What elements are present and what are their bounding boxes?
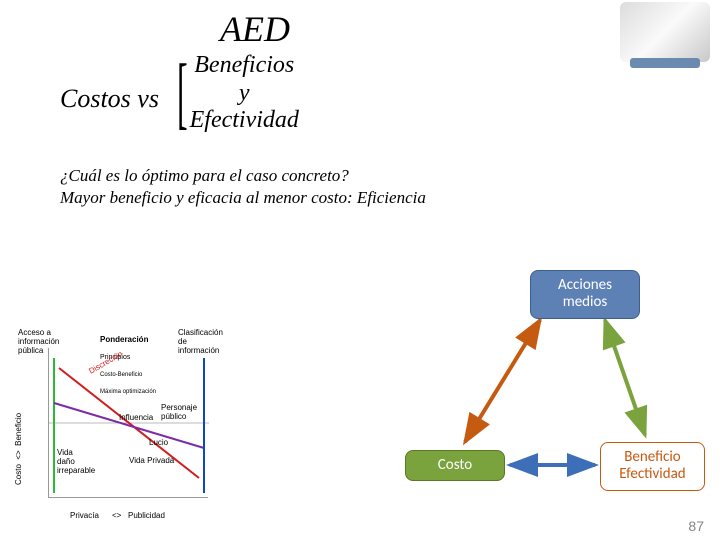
chart-lbl-vida: Vida daño irreparable bbox=[57, 448, 95, 475]
question-line-2: Mayor beneficio y eficacia al menor cost… bbox=[60, 187, 426, 209]
cycle-right-label: Beneficio Efectividad bbox=[619, 448, 685, 483]
x-axis-publicidad: Publicidad bbox=[128, 511, 165, 520]
chart-title-mid-1: Ponderación bbox=[100, 335, 148, 344]
efectividad-label: Efectividad bbox=[190, 107, 299, 135]
cycle-top-label: Acciones medios bbox=[558, 276, 612, 311]
x-sep: <> bbox=[112, 511, 121, 520]
chart-lbl-vida-privada: Vida Privada bbox=[129, 456, 174, 465]
costos-vs-label: Costos vs bbox=[60, 84, 159, 114]
costos-row: Costos vs [ Beneficios y Efectividad bbox=[60, 52, 460, 135]
cycle-left-label: Costo bbox=[438, 456, 472, 474]
page-number: 87 bbox=[688, 518, 704, 534]
cycle-diagram: Acciones medios Costo Beneficio Efectivi… bbox=[300, 270, 700, 530]
bracket-icon: [ bbox=[177, 53, 188, 133]
chart-lbl-influencia: Influencia bbox=[119, 413, 153, 422]
title-block: AED Costos vs [ Beneficios y Efectividad bbox=[60, 8, 460, 135]
y-axis-costo: Costo <> Beneficio bbox=[14, 413, 23, 485]
beneficios-label: Beneficios bbox=[190, 52, 299, 80]
cycle-box-acciones: Acciones medios bbox=[530, 270, 640, 319]
cycle-box-beneficio: Beneficio Efectividad bbox=[600, 442, 705, 491]
y-label: y bbox=[190, 80, 299, 108]
cycle-arrows bbox=[300, 270, 700, 530]
question-lines: ¿Cuál es lo óptimo para el caso concreto… bbox=[60, 165, 426, 209]
cycle-box-costo: Costo bbox=[405, 450, 505, 481]
question-line-1: ¿Cuál es lo óptimo para el caso concreto… bbox=[60, 165, 426, 187]
chart-lbl-lucio: Lucio bbox=[149, 438, 168, 447]
beneficios-block: Beneficios y Efectividad bbox=[190, 52, 299, 135]
decorative-image bbox=[620, 2, 710, 62]
x-axis-privacia: Privacía bbox=[70, 511, 99, 520]
aed-heading: AED bbox=[220, 8, 460, 50]
chart-plot: Discreción Influencia Personaje público … bbox=[48, 348, 208, 498]
chart-lbl-personaje: Personaje público bbox=[161, 403, 197, 421]
y-top: Beneficio bbox=[14, 413, 23, 446]
y-bot: Costo bbox=[14, 464, 23, 485]
small-chart: Acceso a información pública Ponderación… bbox=[10, 330, 230, 520]
chart-lines bbox=[49, 348, 209, 498]
